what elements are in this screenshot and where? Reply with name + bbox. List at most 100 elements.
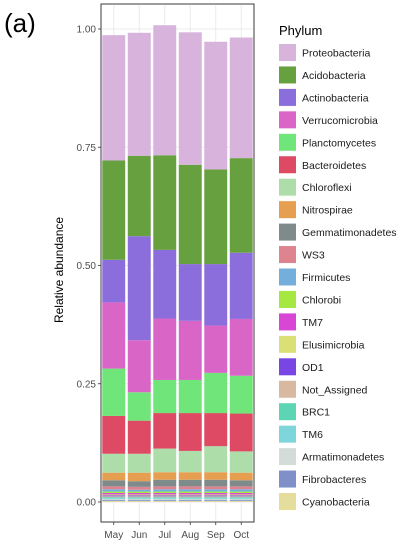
bar-segment [229,497,253,499]
bar-segment [229,499,253,501]
legend-key [279,493,296,510]
legend-key [279,313,296,331]
bar-segment [127,499,151,501]
bar-segment [204,497,228,499]
bar-segment [153,448,177,473]
bar-segment [102,501,126,502]
bar-segment [204,495,228,497]
bar-segment [127,497,151,499]
bar-segment [127,501,151,502]
bar-segment [178,497,202,499]
bar-segment [204,486,228,490]
bar-segment [178,489,202,492]
bar-segment [153,472,177,480]
bar-segment [153,489,177,492]
bar-segment [178,499,202,501]
x-axis: May Jun Jul Aug Sep Oct [104,522,249,541]
y-tick-label: 0.50 [77,261,97,272]
bar-segment [229,252,253,319]
bar-segment [204,489,228,492]
x-tick-label: Sep [207,530,225,541]
bar-segment [153,413,177,449]
bar-segment [204,169,228,265]
bar-segment [178,164,202,265]
bar-segment [153,25,177,156]
bar-segment [153,494,177,496]
bar-segment [178,493,202,495]
bar-segment [204,372,228,414]
legend-label: Firmicutes [302,272,350,284]
bar-segment [229,37,253,159]
legend-label: Verrucomicrobia [302,115,378,127]
bar-segment [102,472,126,481]
bar-segment [229,451,253,473]
legend-key [279,425,296,443]
legend-key [279,178,296,196]
bar-segment [127,498,151,500]
bar-segment [153,496,177,498]
legend-label: Nitrospirae [302,205,353,217]
legend-key [279,358,296,376]
bar-segment [127,493,151,495]
bar-segment [153,501,177,502]
bar-segment [127,495,151,497]
bar-segment [178,500,202,502]
bar-segment [153,495,177,497]
bar-segment [153,486,177,490]
bar-segment [204,499,228,501]
bar-segment [204,496,228,498]
bar-segment [153,499,177,501]
bar-segment [102,302,126,369]
legend-key [279,133,296,151]
legend-key [279,403,296,421]
bar-segment [229,495,253,497]
bar-segment [178,413,202,451]
plot-panel [100,3,255,523]
bar-segment [229,489,253,492]
legend-label: Chloroflexi [302,182,352,194]
bar-segment [102,499,126,501]
legend-label: Bacteroidetes [302,160,366,172]
legend-label: BRC1 [302,407,330,419]
bar-segment [204,501,228,502]
x-tick-label: Aug [181,530,199,541]
bar-segment [127,486,151,490]
bar-segment [229,486,253,490]
bar-segment [153,498,177,500]
legend-label: Planctomycetes [302,137,376,149]
legend-key [279,290,296,308]
legend-label: TM6 [302,429,323,441]
bar-segment [229,480,253,487]
y-tick-label: 0.75 [77,143,97,154]
bar-segment [127,392,151,421]
bar-segment [204,493,228,495]
bar-segment [178,379,202,414]
bar-segment [102,160,126,260]
bar-segment [204,494,228,496]
y-axis: 0.00 0.25 0.50 0.75 1.00 [77,25,101,509]
legend-key [279,44,296,61]
bar-segment [178,486,202,490]
legend-key [279,201,296,219]
bar-segment [178,472,202,480]
bar-segment [178,501,202,502]
bar-segment [204,472,228,480]
legend-key [279,156,296,174]
bar-segment [178,320,202,380]
bar-segment [102,480,126,487]
bar-segment [229,501,253,502]
legend-key [279,335,296,353]
bar-segment [178,479,202,487]
bar-segment [127,155,151,237]
legend-label: Chlorobi [302,294,341,306]
legend: Phylum Proteobacteria Acidobacteria Actino… [279,23,397,510]
bar-segment [204,413,228,447]
bar-segment [153,318,177,380]
bar-segment [127,420,151,454]
bar-segment [178,494,202,496]
legend-label: Acidobacteria [302,70,366,82]
legend-key [279,268,296,286]
x-tick-label: Jun [131,530,147,541]
bar-segment [102,486,126,490]
